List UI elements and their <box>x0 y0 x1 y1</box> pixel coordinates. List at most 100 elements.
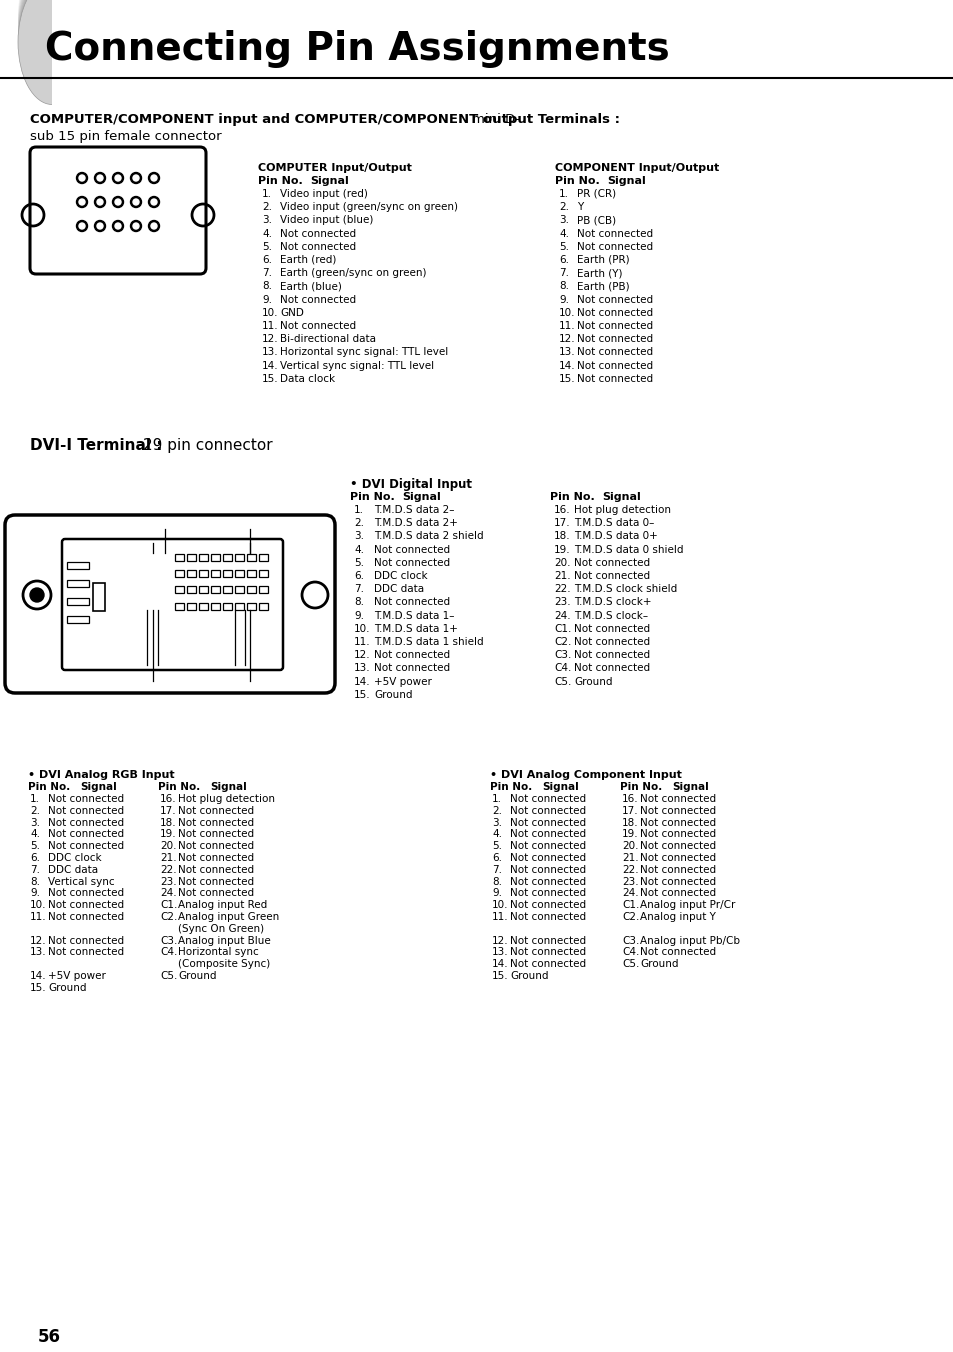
Text: C3: C3 <box>13 537 28 548</box>
Text: 13.: 13. <box>354 664 370 673</box>
Bar <box>247 585 255 592</box>
Text: Analog input Pr/Cr: Analog input Pr/Cr <box>639 900 735 910</box>
FancyBboxPatch shape <box>30 147 206 274</box>
Ellipse shape <box>18 0 86 97</box>
Text: Y: Y <box>577 203 582 212</box>
Text: • DVI Digital Input: • DVI Digital Input <box>350 479 472 491</box>
Text: T.M.D.S data 1 shield: T.M.D.S data 1 shield <box>374 637 483 648</box>
Text: 3.: 3. <box>558 215 568 226</box>
Text: DDC clock: DDC clock <box>48 853 102 863</box>
Text: 2.: 2. <box>558 203 568 212</box>
Bar <box>187 553 195 561</box>
Text: 23.: 23. <box>621 876 638 887</box>
Text: 5: 5 <box>151 242 158 251</box>
Text: Pin No.: Pin No. <box>619 781 661 792</box>
Text: Not connected: Not connected <box>280 295 355 304</box>
Text: 8.: 8. <box>354 598 364 607</box>
Ellipse shape <box>18 0 86 104</box>
Text: Not connected: Not connected <box>510 888 585 898</box>
Circle shape <box>97 174 103 181</box>
Text: 2.: 2. <box>354 518 364 529</box>
Text: Analog input Pb/Cb: Analog input Pb/Cb <box>639 936 740 945</box>
Text: 19.: 19. <box>160 829 176 840</box>
Circle shape <box>151 199 157 206</box>
Text: 20.: 20. <box>621 841 638 852</box>
Text: Not connected: Not connected <box>280 228 355 238</box>
Text: C4.: C4. <box>160 948 177 957</box>
Text: C4.: C4. <box>554 664 571 673</box>
Text: 24.: 24. <box>160 888 176 898</box>
Text: Not connected: Not connected <box>574 637 649 648</box>
Text: Pin No.: Pin No. <box>28 781 71 792</box>
Text: T.M.D.S data 2–: T.M.D.S data 2– <box>374 506 454 515</box>
Text: Not connected: Not connected <box>510 900 585 910</box>
Text: Not connected: Not connected <box>48 806 124 815</box>
Text: · · · · · · · · ·: · · · · · · · · · <box>167 681 219 691</box>
Text: Signal: Signal <box>210 781 247 792</box>
Text: Not connected: Not connected <box>574 571 649 581</box>
Text: 11.: 11. <box>262 320 278 331</box>
Text: Not connected: Not connected <box>510 818 585 827</box>
Text: +5V power: +5V power <box>48 971 106 982</box>
Circle shape <box>94 196 106 207</box>
Text: 1.: 1. <box>354 506 364 515</box>
Text: Not connected: Not connected <box>48 900 124 910</box>
Circle shape <box>132 223 139 228</box>
Text: Analog input Blue: Analog input Blue <box>178 936 271 945</box>
Text: PR (CR): PR (CR) <box>577 189 616 199</box>
Text: 1.: 1. <box>492 794 501 804</box>
Bar <box>234 585 244 592</box>
Text: 13.: 13. <box>558 347 575 357</box>
Text: Connecting Pin Assignments: Connecting Pin Assignments <box>45 30 669 68</box>
Text: 21.: 21. <box>160 853 176 863</box>
Circle shape <box>132 199 139 206</box>
Text: Ground: Ground <box>178 971 216 982</box>
Bar <box>67 617 89 623</box>
Text: 14.: 14. <box>354 676 370 687</box>
Circle shape <box>79 223 85 228</box>
Text: 5.: 5. <box>492 841 501 852</box>
Text: 22.: 22. <box>160 865 176 875</box>
Text: Not connected: Not connected <box>510 841 585 852</box>
Text: Earth (blue): Earth (blue) <box>280 281 341 292</box>
Text: Not connected: Not connected <box>577 347 653 357</box>
Text: 11.: 11. <box>492 913 508 922</box>
Text: Not connected: Not connected <box>639 806 716 815</box>
Text: C5: C5 <box>13 552 28 561</box>
Text: 3.: 3. <box>354 531 364 541</box>
Bar <box>247 603 255 610</box>
Text: DDC data: DDC data <box>374 584 424 594</box>
Text: C5.: C5. <box>554 676 571 687</box>
Text: 18: 18 <box>242 516 257 527</box>
Text: Ground: Ground <box>639 959 678 969</box>
Text: T.M.D.S data 1+: T.M.D.S data 1+ <box>374 623 457 634</box>
Text: 19.: 19. <box>554 545 570 554</box>
Circle shape <box>151 174 157 181</box>
Circle shape <box>112 173 123 184</box>
Text: 12.: 12. <box>262 334 278 345</box>
Text: Not connected: Not connected <box>577 242 653 251</box>
Text: 1.: 1. <box>30 794 40 804</box>
Text: 10: 10 <box>148 258 163 268</box>
Text: Video input (green/sync on green): Video input (green/sync on green) <box>280 203 457 212</box>
Bar <box>223 585 232 592</box>
Circle shape <box>79 174 85 181</box>
Text: PB (CB): PB (CB) <box>577 215 616 226</box>
Text: • DVI Analog RGB Input: • DVI Analog RGB Input <box>28 771 174 780</box>
Text: 12.: 12. <box>492 936 508 945</box>
Text: 9.: 9. <box>558 295 568 304</box>
Text: Not connected: Not connected <box>510 865 585 875</box>
Text: 12.: 12. <box>354 650 370 660</box>
Text: 22.: 22. <box>621 865 638 875</box>
Ellipse shape <box>18 0 86 99</box>
Text: 21.: 21. <box>554 571 570 581</box>
Text: C1.: C1. <box>554 623 571 634</box>
Text: 29 pin connector: 29 pin connector <box>143 438 273 453</box>
Circle shape <box>115 223 121 228</box>
Text: Not connected: Not connected <box>639 876 716 887</box>
Text: 8.: 8. <box>558 281 568 292</box>
Text: 10.: 10. <box>492 900 508 910</box>
Circle shape <box>131 173 141 184</box>
Text: (Sync On Green): (Sync On Green) <box>178 923 264 934</box>
Text: 5.: 5. <box>30 841 40 852</box>
